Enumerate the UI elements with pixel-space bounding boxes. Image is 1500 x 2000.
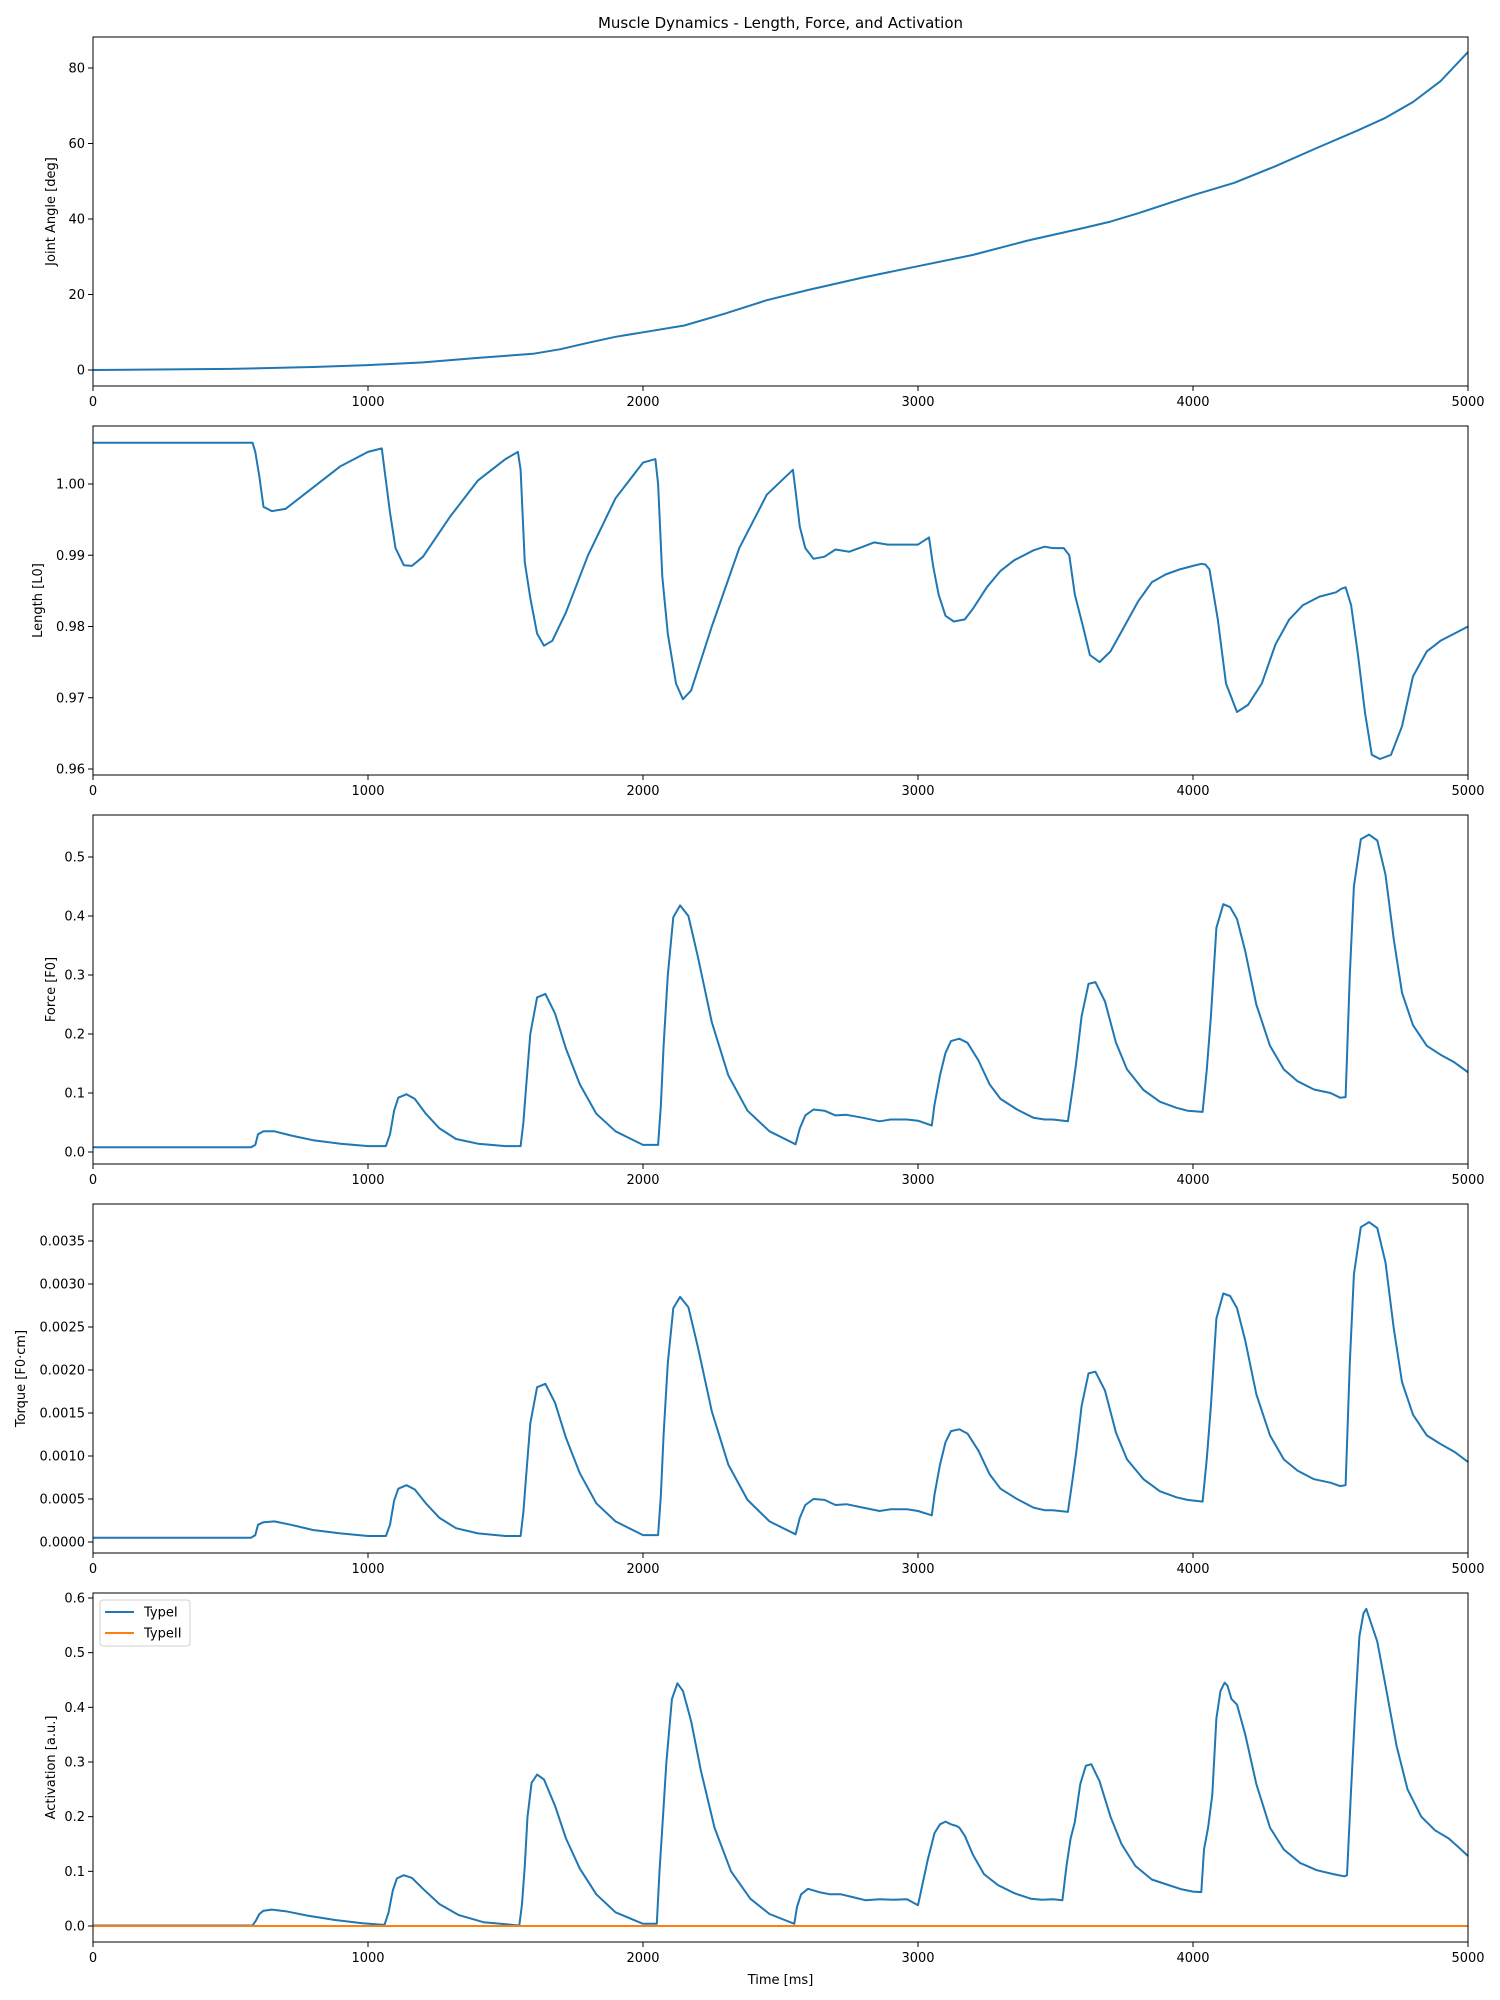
x-tick-label: 1000 — [351, 395, 384, 410]
activation-axes-frame — [92, 1592, 1469, 1943]
x-tick-label: 1000 — [351, 784, 384, 799]
x-tick-label: 4000 — [1176, 784, 1209, 799]
x-tick-label: 0 — [89, 395, 97, 410]
length-y-axis-label: Length [L0] — [31, 563, 46, 638]
x-tick-label: 4000 — [1176, 1562, 1209, 1577]
x-tick-label: 5000 — [1451, 1562, 1484, 1577]
y-tick-label: 40 — [68, 213, 85, 228]
activation-subplot: 0 1000 2000 3000 4000 5000 0.0 0.1 0.2 0.3 0.4 0.5 0… — [44, 1592, 1485, 1967]
torque-line-torque — [93, 1221, 1468, 1539]
y-tick-label: 0.99 — [56, 549, 85, 564]
y-tick-label: 0.0030 — [40, 1278, 86, 1293]
x-tick-label: 3000 — [901, 1951, 934, 1966]
y-tick-label: 0.0005 — [40, 1493, 86, 1508]
x-tick-label: 0 — [89, 1951, 97, 1966]
y-tick-label: 0.2 — [64, 1028, 85, 1043]
x-tick-label: 4000 — [1176, 1173, 1209, 1188]
x-tick-label: 3000 — [901, 1562, 934, 1577]
x-tick-label: 0 — [89, 784, 97, 799]
y-tick-label: 0.0035 — [40, 1235, 86, 1250]
force-axes-frame — [92, 814, 1469, 1165]
x-tick-label: 5000 — [1451, 395, 1484, 410]
y-tick-label: 0.97 — [56, 691, 85, 706]
y-tick-label: 0.1 — [64, 1865, 85, 1880]
y-tick-label: 0.5 — [64, 1646, 85, 1661]
force-line-force — [93, 833, 1468, 1149]
length-line-length — [93, 441, 1468, 760]
y-tick-label: 0.96 — [56, 763, 85, 778]
x-tick-label: 2000 — [626, 1173, 659, 1188]
x-tick-label: 5000 — [1451, 784, 1484, 799]
x-tick-label: 5000 — [1451, 1951, 1484, 1966]
y-tick-label: 0.0 — [64, 1146, 85, 1161]
length-axes-frame — [92, 425, 1469, 776]
y-tick-label: 0.0025 — [40, 1321, 86, 1336]
torque-y-axis-label: Torque [F0·cm] — [14, 1330, 29, 1428]
x-tick-label: 0 — [89, 1173, 97, 1188]
x-tick-label: 1000 — [351, 1562, 384, 1577]
y-tick-label: 0.5 — [64, 851, 85, 866]
y-tick-label: 0.4 — [64, 1701, 85, 1716]
y-tick-label: 0 — [77, 364, 85, 379]
x-tick-label: 2000 — [626, 395, 659, 410]
activation-y-axis-label: Activation [a.u.] — [44, 1716, 59, 1820]
y-tick-label: 0.0015 — [40, 1407, 86, 1422]
torque-axes-frame — [92, 1203, 1469, 1554]
legend-label-typeii: TypeII — [143, 1627, 182, 1642]
joint-angle-axes-frame — [92, 36, 1469, 387]
x-tick-label: 5000 — [1451, 1173, 1484, 1188]
subplot-stack: 0 1000 2000 3000 4000 5000 0 20 40 60 80 Joint Angl… — [14, 36, 1485, 1967]
y-tick-label: 0.1 — [64, 1087, 85, 1102]
x-tick-label: 4000 — [1176, 1951, 1209, 1966]
force-y-axis-label: Force [F0] — [44, 957, 59, 1022]
x-tick-label: 3000 — [901, 395, 934, 410]
joint-angle-y-axis-label: Joint Angle [deg] — [44, 157, 59, 267]
y-tick-label: 0.0000 — [40, 1536, 86, 1551]
x-axis-label: Time [ms] — [747, 1973, 814, 1988]
activation-line-typei — [93, 1607, 1468, 1927]
x-tick-label: 4000 — [1176, 395, 1209, 410]
y-tick-label: 0.6 — [64, 1592, 85, 1607]
y-tick-label: 20 — [68, 288, 85, 303]
x-tick-label: 3000 — [901, 784, 934, 799]
legend: TypeI TypeII — [99, 1599, 191, 1647]
y-tick-label: 0.2 — [64, 1810, 85, 1825]
y-tick-label: 0.3 — [64, 969, 85, 984]
force-subplot: 0 1000 2000 3000 4000 5000 0.0 0.1 0.2 0.3 0.4 0.5 F… — [44, 814, 1485, 1188]
y-tick-label: 0.3 — [64, 1756, 85, 1771]
x-tick-label: 0 — [89, 1562, 97, 1577]
y-tick-label: 0.98 — [56, 620, 85, 635]
joint-angle-subplot: 0 1000 2000 3000 4000 5000 0 20 40 60 80 Joint Angl… — [44, 36, 1485, 410]
y-tick-label: 80 — [68, 62, 85, 77]
x-tick-label: 2000 — [626, 784, 659, 799]
length-subplot: 0 1000 2000 3000 4000 5000 0.96 0.97 0.98 0.99 1.0… — [31, 425, 1485, 799]
y-tick-label: 0.4 — [64, 910, 85, 925]
y-tick-label: 0.0010 — [40, 1450, 86, 1465]
x-tick-label: 2000 — [626, 1951, 659, 1966]
legend-label-typei: TypeI — [143, 1606, 178, 1621]
x-tick-label: 1000 — [351, 1173, 384, 1188]
y-tick-label: 1.00 — [56, 478, 85, 493]
torque-subplot: 0 1000 2000 3000 4000 5000 0.0000 0.0005 0.0010 0… — [14, 1203, 1485, 1577]
y-tick-label: 0.0020 — [40, 1364, 86, 1379]
y-tick-label: 0.0 — [64, 1920, 85, 1935]
figure-title: Muscle Dynamics - Length, Force, and Act… — [598, 14, 963, 32]
joint-angle-line-joint-angle — [93, 51, 1468, 371]
x-tick-label: 2000 — [626, 1562, 659, 1577]
x-tick-label: 3000 — [901, 1173, 934, 1188]
y-tick-label: 60 — [68, 137, 85, 152]
x-tick-label: 1000 — [351, 1951, 384, 1966]
